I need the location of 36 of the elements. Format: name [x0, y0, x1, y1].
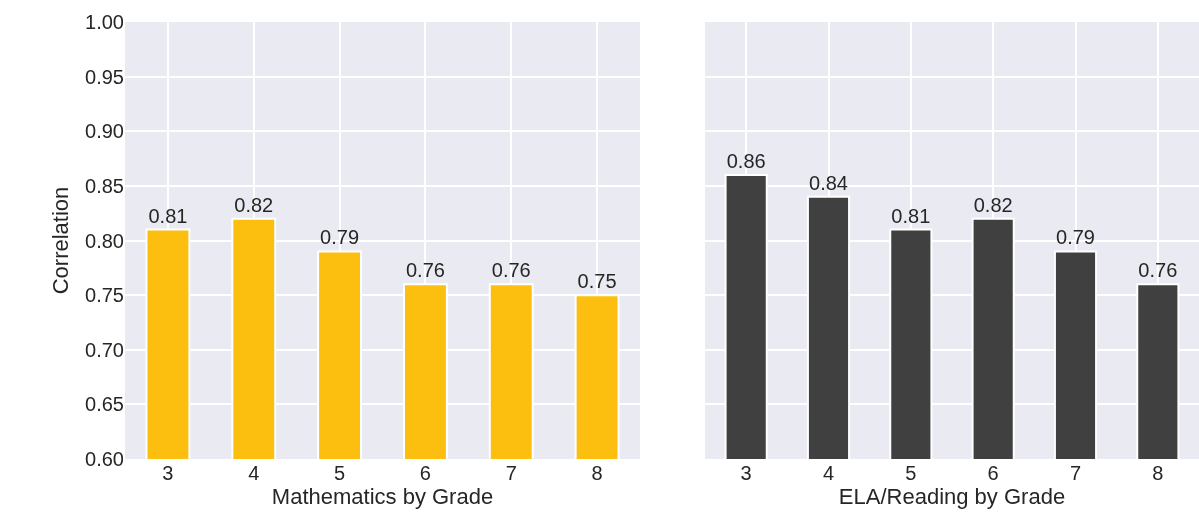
x-axis-title: ELA/Reading by Grade [838, 484, 1066, 509]
y-tick-label: 0.80 [85, 229, 124, 252]
data-label: 0.79 [1056, 226, 1095, 249]
x-tick-label: 8 [591, 462, 603, 484]
x-tick-label: 7 [1069, 462, 1082, 484]
x-tick-label: 5 [905, 462, 917, 484]
y-tick-label: 0.60 [85, 448, 124, 470]
x-tick-label: 3 [162, 462, 174, 484]
data-label: 0.76 [491, 259, 531, 282]
y-tick-label: 1.00 [85, 11, 124, 33]
x-tick-label: 5 [334, 462, 346, 484]
y-tick-label: 0.85 [85, 174, 124, 197]
data-label: 0.75 [577, 270, 617, 293]
data-label: 0.76 [405, 259, 445, 282]
x-tick-label: 4 [248, 462, 260, 484]
data-label: 0.82 [234, 193, 274, 216]
y-tick-label: 0.95 [85, 65, 124, 88]
x-tick-label: 8 [1152, 462, 1164, 484]
data-label: 0.81 [148, 204, 188, 227]
data-label: 0.76 [1138, 259, 1178, 282]
data-label: 0.82 [973, 193, 1013, 216]
y-tick-label: 0.65 [85, 393, 124, 416]
y-tick-label: 0.75 [85, 284, 124, 307]
x-tick-label: 7 [505, 462, 517, 484]
y-tick-label: 0.70 [85, 338, 124, 361]
y-axis-title: Correlation [47, 186, 73, 295]
data-label: 0.81 [891, 204, 931, 227]
y-tick-label: 0.90 [85, 120, 124, 143]
data-label: 0.79 [320, 226, 360, 249]
x-tick-label: 6 [419, 462, 431, 484]
data-label: 0.86 [726, 149, 766, 172]
x-tick-label: 3 [740, 462, 752, 484]
x-tick-label: 4 [822, 462, 835, 484]
x-axis-title: Mathematics by Grade [271, 484, 494, 509]
data-label: 0.84 [809, 171, 848, 194]
x-tick-label: 6 [987, 462, 999, 484]
